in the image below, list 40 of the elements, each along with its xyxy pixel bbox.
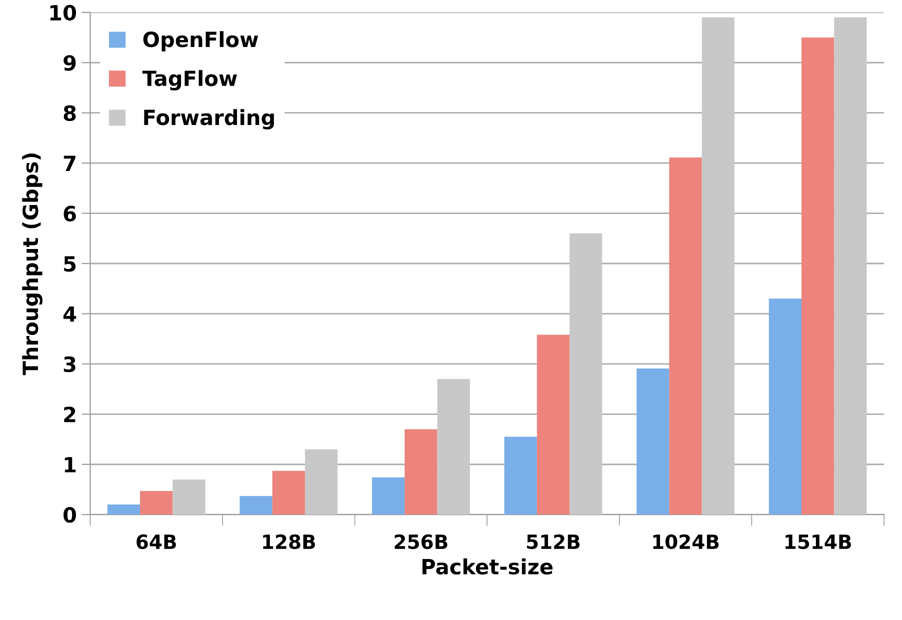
legend-label: TagFlow: [142, 70, 237, 90]
y-tick-label: 8: [64, 105, 76, 122]
y-tick-label: 5: [64, 256, 76, 272]
x-tick-label: 128B: [263, 534, 315, 550]
y-tick-label: 2: [64, 406, 76, 422]
x-tick-label: 256B: [394, 534, 448, 550]
bar: [140, 490, 173, 515]
bar: [172, 479, 206, 515]
x-tick-label: 64B: [136, 534, 176, 550]
legend-label: Forwarding: [144, 109, 274, 130]
bar: [372, 477, 405, 515]
bar: [801, 38, 834, 515]
bar: [702, 17, 734, 515]
legend-label: OpenFlow: [143, 31, 258, 52]
y-tick-label: 7: [64, 156, 76, 171]
bar: [404, 429, 438, 515]
y-tick-label: 0: [64, 507, 76, 523]
y-tick-label: 6: [64, 206, 76, 222]
bar: [536, 334, 570, 515]
bar: [570, 233, 602, 515]
bar: [504, 436, 537, 515]
bar: [834, 17, 867, 515]
bar: [304, 449, 338, 515]
bar: [636, 368, 670, 515]
y-tick-label: 4: [63, 306, 76, 322]
x-axis-title: Packet-size: [422, 558, 553, 575]
y-tick-label: 3: [64, 356, 76, 372]
bar: [272, 470, 305, 515]
x-tick-label: 512B: [527, 534, 580, 550]
y-tick-label: 10: [50, 4, 76, 21]
bar: [437, 379, 470, 515]
bar: [240, 496, 272, 515]
y-axis-title: Throughput (Gbps): [22, 154, 42, 376]
bar: [768, 298, 802, 515]
x-tick-label: 1024B: [653, 534, 719, 550]
y-tick-label: 9: [64, 55, 76, 71]
bar: [669, 158, 702, 515]
x-tick-label: 1514B: [786, 534, 851, 550]
bar: [107, 504, 140, 515]
y-tick-label: 1: [64, 457, 76, 472]
